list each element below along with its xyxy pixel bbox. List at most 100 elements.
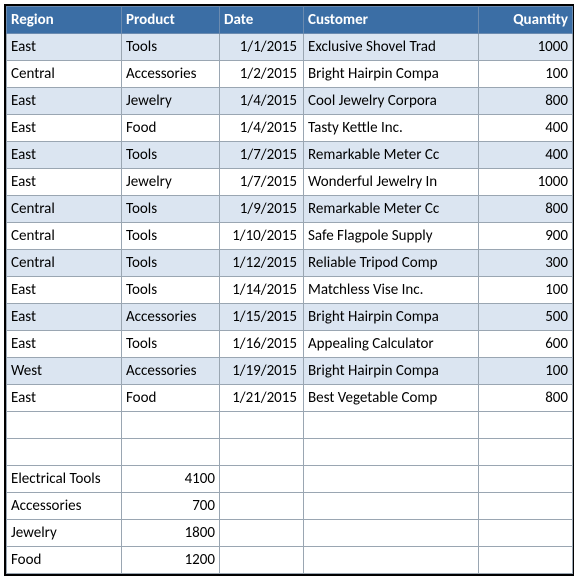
cell-quantity[interactable]: 1000 (479, 34, 573, 61)
cell-product[interactable]: Tools (122, 277, 220, 304)
summary-value[interactable]: 1200 (122, 547, 220, 574)
cell-date[interactable]: 1/16/2015 (220, 331, 304, 358)
cell-region[interactable]: Central (7, 196, 122, 223)
cell-date[interactable]: 1/10/2015 (220, 223, 304, 250)
empty-cell[interactable] (220, 466, 304, 493)
cell-date[interactable]: 1/15/2015 (220, 304, 304, 331)
cell-region[interactable]: East (7, 385, 122, 412)
empty-cell[interactable] (7, 439, 122, 466)
cell-region[interactable]: East (7, 142, 122, 169)
cell-customer[interactable]: Remarkable Meter Cc (304, 196, 479, 223)
col-product[interactable]: Product (122, 7, 220, 34)
empty-cell[interactable] (7, 412, 122, 439)
cell-product[interactable]: Tools (122, 223, 220, 250)
cell-quantity[interactable]: 800 (479, 196, 573, 223)
cell-quantity[interactable]: 800 (479, 88, 573, 115)
summary-value[interactable]: 1800 (122, 520, 220, 547)
cell-region[interactable]: Central (7, 250, 122, 277)
cell-customer[interactable]: Appealing Calculator (304, 331, 479, 358)
cell-region[interactable]: Central (7, 223, 122, 250)
cell-product[interactable]: Food (122, 385, 220, 412)
cell-region[interactable]: East (7, 34, 122, 61)
cell-quantity[interactable]: 300 (479, 250, 573, 277)
cell-date[interactable]: 1/9/2015 (220, 196, 304, 223)
cell-date[interactable]: 1/7/2015 (220, 142, 304, 169)
empty-cell[interactable] (122, 439, 220, 466)
cell-customer[interactable]: Bright Hairpin Compa (304, 358, 479, 385)
cell-quantity[interactable]: 100 (479, 61, 573, 88)
summary-label[interactable]: Food (7, 547, 122, 574)
cell-product[interactable]: Tools (122, 250, 220, 277)
cell-customer[interactable]: Safe Flagpole Supply (304, 223, 479, 250)
cell-region[interactable]: East (7, 277, 122, 304)
cell-customer[interactable]: Bright Hairpin Compa (304, 304, 479, 331)
cell-date[interactable]: 1/19/2015 (220, 358, 304, 385)
cell-customer[interactable]: Reliable Tripod Comp (304, 250, 479, 277)
cell-product[interactable]: Tools (122, 331, 220, 358)
cell-quantity[interactable]: 100 (479, 358, 573, 385)
cell-product[interactable]: Tools (122, 196, 220, 223)
cell-customer[interactable]: Wonderful Jewelry In (304, 169, 479, 196)
cell-date[interactable]: 1/1/2015 (220, 34, 304, 61)
col-region[interactable]: Region (7, 7, 122, 34)
cell-customer[interactable]: Bright Hairpin Compa (304, 61, 479, 88)
cell-date[interactable]: 1/4/2015 (220, 115, 304, 142)
empty-cell[interactable] (220, 439, 304, 466)
cell-product[interactable]: Tools (122, 34, 220, 61)
empty-cell[interactable] (122, 412, 220, 439)
summary-label[interactable]: Electrical Tools (7, 466, 122, 493)
cell-date[interactable]: 1/12/2015 (220, 250, 304, 277)
empty-cell[interactable] (479, 493, 573, 520)
empty-cell[interactable] (304, 520, 479, 547)
cell-region[interactable]: Central (7, 61, 122, 88)
summary-label[interactable]: Jewelry (7, 520, 122, 547)
empty-cell[interactable] (304, 466, 479, 493)
cell-region[interactable]: East (7, 331, 122, 358)
cell-date[interactable]: 1/14/2015 (220, 277, 304, 304)
empty-cell[interactable] (479, 412, 573, 439)
cell-product[interactable]: Jewelry (122, 169, 220, 196)
cell-quantity[interactable]: 600 (479, 331, 573, 358)
summary-value[interactable]: 700 (122, 493, 220, 520)
empty-cell[interactable] (304, 493, 479, 520)
cell-quantity[interactable]: 1000 (479, 169, 573, 196)
cell-date[interactable]: 1/7/2015 (220, 169, 304, 196)
empty-cell[interactable] (304, 412, 479, 439)
cell-customer[interactable]: Remarkable Meter Cc (304, 142, 479, 169)
cell-quantity[interactable]: 500 (479, 304, 573, 331)
cell-customer[interactable]: Cool Jewelry Corpora (304, 88, 479, 115)
cell-region[interactable]: East (7, 88, 122, 115)
empty-cell[interactable] (220, 412, 304, 439)
empty-cell[interactable] (220, 520, 304, 547)
cell-date[interactable]: 1/21/2015 (220, 385, 304, 412)
empty-cell[interactable] (304, 547, 479, 574)
empty-cell[interactable] (304, 439, 479, 466)
cell-date[interactable]: 1/4/2015 (220, 88, 304, 115)
empty-cell[interactable] (479, 439, 573, 466)
cell-customer[interactable]: Exclusive Shovel Trad (304, 34, 479, 61)
cell-product[interactable]: Jewelry (122, 88, 220, 115)
cell-region[interactable]: East (7, 169, 122, 196)
cell-customer[interactable]: Tasty Kettle Inc. (304, 115, 479, 142)
summary-value[interactable]: 4100 (122, 466, 220, 493)
cell-quantity[interactable]: 900 (479, 223, 573, 250)
cell-customer[interactable]: Best Vegetable Comp (304, 385, 479, 412)
cell-quantity[interactable]: 100 (479, 277, 573, 304)
cell-quantity[interactable]: 400 (479, 142, 573, 169)
col-quantity[interactable]: Quantity (479, 7, 573, 34)
cell-product[interactable]: Food (122, 115, 220, 142)
col-date[interactable]: Date (220, 7, 304, 34)
cell-region[interactable]: East (7, 304, 122, 331)
cell-date[interactable]: 1/2/2015 (220, 61, 304, 88)
cell-quantity[interactable]: 400 (479, 115, 573, 142)
empty-cell[interactable] (479, 466, 573, 493)
cell-product[interactable]: Accessories (122, 358, 220, 385)
cell-product[interactable]: Accessories (122, 61, 220, 88)
empty-cell[interactable] (479, 520, 573, 547)
col-customer[interactable]: Customer (304, 7, 479, 34)
cell-quantity[interactable]: 800 (479, 385, 573, 412)
cell-region[interactable]: East (7, 115, 122, 142)
cell-product[interactable]: Accessories (122, 304, 220, 331)
cell-region[interactable]: West (7, 358, 122, 385)
cell-customer[interactable]: Matchless Vise Inc. (304, 277, 479, 304)
